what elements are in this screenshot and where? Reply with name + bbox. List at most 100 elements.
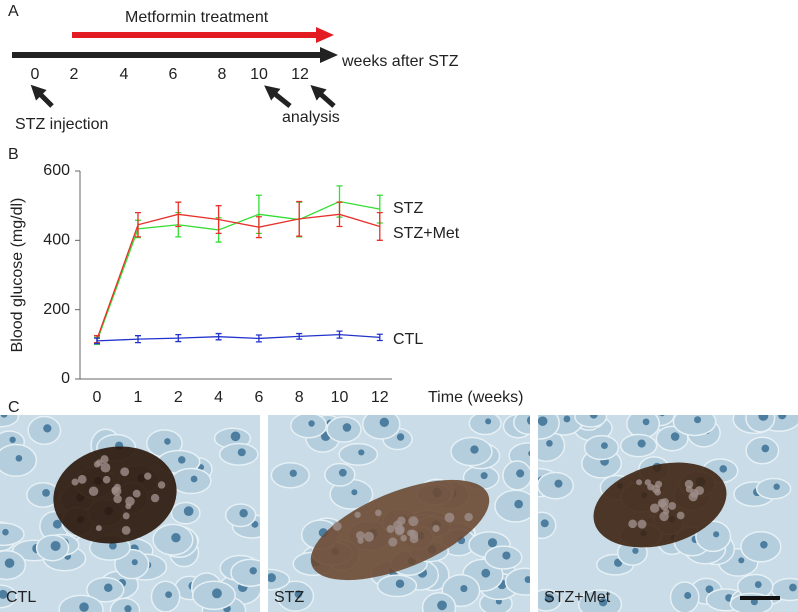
- islet-nucleus: [102, 475, 111, 484]
- timeline-bar: [12, 52, 322, 58]
- nucleus: [589, 415, 598, 419]
- cell: [109, 597, 141, 612]
- nucleus: [713, 531, 720, 538]
- nucleus: [632, 547, 639, 554]
- nucleus: [178, 456, 186, 464]
- error-bar: [175, 333, 182, 343]
- islet-nucleus: [332, 521, 342, 531]
- islet-nucleus: [356, 531, 365, 540]
- treatment-arrowhead: [316, 27, 334, 43]
- nucleus: [502, 551, 511, 560]
- nucleus: [684, 592, 692, 599]
- islet-nucleus: [688, 492, 698, 502]
- error-bar: [376, 333, 383, 342]
- islet-nucleus: [354, 511, 361, 518]
- panel-label: B: [8, 146, 19, 163]
- nucleus: [526, 415, 530, 425]
- nucleus: [52, 519, 62, 529]
- micrograph: [268, 415, 530, 612]
- cell: [583, 434, 620, 461]
- nucleus: [540, 519, 549, 528]
- nucleus: [480, 472, 488, 480]
- nucleus: [528, 450, 530, 457]
- error-bar: [215, 332, 222, 341]
- error-bar: [336, 330, 343, 339]
- nucleus: [237, 448, 246, 457]
- islet-nucleus: [695, 486, 704, 496]
- nucleus: [760, 540, 768, 549]
- cell: [150, 580, 181, 612]
- nucleus: [705, 585, 714, 594]
- x-axis-label: Time (weeks): [428, 389, 523, 406]
- y-tick-label: 400: [43, 232, 70, 249]
- islet-nucleus: [150, 493, 160, 503]
- nucleus: [249, 567, 257, 575]
- nucleus: [642, 418, 650, 426]
- islet-nucleus: [649, 503, 660, 513]
- nucleus: [554, 479, 563, 488]
- islet-nucleus: [71, 478, 79, 486]
- week-label: 6: [169, 66, 178, 83]
- treatment-label: Metformin treatment: [125, 9, 269, 26]
- nucleus: [183, 506, 194, 516]
- islet-nucleus: [668, 502, 677, 510]
- islet-nucleus: [157, 481, 166, 489]
- nucleus: [230, 431, 241, 442]
- islet-nucleus: [125, 503, 132, 510]
- cell: [0, 415, 20, 428]
- timeline-arrowhead: [320, 47, 338, 63]
- nucleus: [719, 465, 728, 473]
- islet-nucleus: [388, 537, 398, 547]
- islet-nucleus: [122, 512, 130, 520]
- islet-nucleus: [660, 502, 669, 511]
- x-tick-label: 4: [214, 389, 223, 406]
- nucleus: [379, 417, 389, 427]
- error-bar: [215, 205, 222, 235]
- cell: [626, 415, 661, 439]
- islet-nucleus: [432, 524, 440, 532]
- nucleus: [395, 579, 405, 589]
- islet-nucleus: [685, 485, 693, 493]
- cell: [695, 520, 732, 553]
- nucleus: [79, 602, 89, 612]
- islet-nucleus: [409, 534, 419, 544]
- nucleus: [251, 520, 259, 528]
- islet-nucleus: [88, 486, 99, 496]
- error-bar: [255, 216, 262, 239]
- nucleus: [544, 593, 554, 603]
- cell: [468, 415, 502, 436]
- series-line: [96, 200, 380, 342]
- micrograph-label: STZ+Met: [544, 589, 611, 606]
- islet-nucleus: [375, 509, 382, 517]
- cell: [230, 558, 260, 587]
- annotation-arrow: [30, 84, 54, 108]
- nucleus: [15, 455, 23, 462]
- nucleus: [338, 468, 347, 477]
- series-line: [96, 333, 380, 342]
- nucleus: [342, 423, 352, 432]
- micrograph-label: STZ: [274, 589, 304, 606]
- islet-nucleus: [77, 474, 87, 484]
- series-line: [96, 213, 380, 340]
- week-label: 10: [250, 66, 268, 83]
- micrograph: [0, 415, 260, 612]
- islet-nucleus: [644, 479, 652, 486]
- nucleus: [637, 439, 646, 448]
- x-tick-label: 12: [371, 389, 389, 406]
- islet-nucleus: [120, 467, 130, 477]
- islet-nucleus: [654, 488, 661, 496]
- nucleus: [212, 588, 222, 599]
- cell: [362, 415, 401, 440]
- islet-nucleus: [637, 519, 647, 529]
- y-axis-label: Blood glucose (mg/dl): [9, 198, 26, 353]
- error-bar: [296, 332, 303, 340]
- week-label: 4: [120, 66, 129, 83]
- legend-label: STZ: [393, 200, 423, 217]
- panel-label: C: [8, 399, 20, 416]
- nucleus: [601, 442, 608, 450]
- nucleus: [109, 541, 117, 550]
- nucleus: [754, 581, 762, 588]
- nucleus: [538, 416, 548, 426]
- islet-nucleus: [132, 489, 141, 498]
